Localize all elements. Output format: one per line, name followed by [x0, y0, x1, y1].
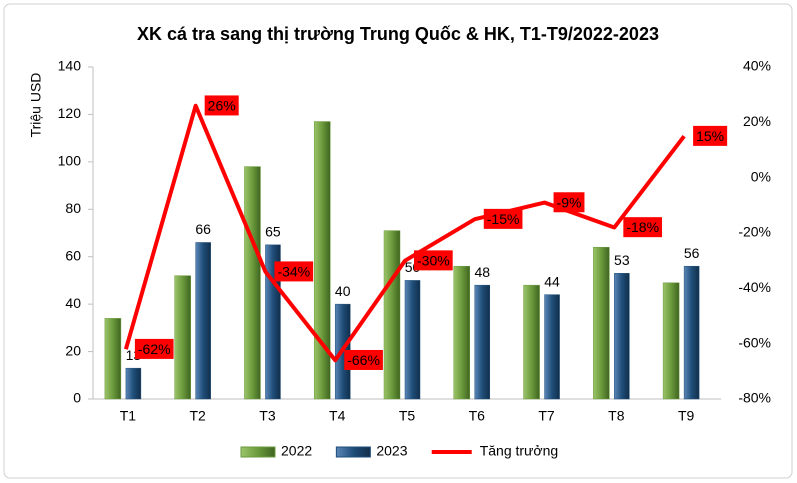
legend-swatch	[240, 446, 276, 458]
y2-tick-label: -40%	[738, 279, 771, 295]
bar	[474, 284, 491, 400]
bar-value-label: 66	[195, 221, 211, 237]
line-value-box	[483, 208, 523, 229]
bar	[174, 275, 191, 400]
line-value-label: -62%	[138, 341, 171, 357]
line-value-box	[553, 192, 585, 213]
y2-tick-label: -20%	[738, 224, 771, 240]
bar	[662, 282, 680, 400]
line-value-box	[204, 95, 239, 116]
line-value-box	[623, 217, 663, 238]
bar	[453, 265, 471, 400]
bar	[683, 265, 700, 400]
legend-label: 2023	[376, 443, 407, 459]
x-tick-label: T3	[259, 408, 276, 424]
bar	[614, 273, 630, 400]
y-tick-label: 60	[65, 247, 81, 263]
bar	[104, 318, 122, 400]
x-tick-label: T9	[678, 408, 695, 424]
bar-value-label: 40	[335, 283, 351, 299]
x-tick-label: T2	[189, 408, 206, 424]
bar-value-label: 56	[684, 245, 700, 261]
x-tick-label: T6	[469, 408, 486, 424]
y2-tick-label: -80%	[738, 390, 771, 406]
bar-value-label: 44	[544, 273, 560, 289]
x-tick-label: T1	[120, 408, 137, 424]
bar	[523, 284, 540, 400]
line-value-box	[414, 250, 453, 271]
y-tick-label: 20	[65, 342, 81, 358]
line-value-label: -9%	[557, 194, 582, 210]
line-value-label: 15%	[696, 128, 724, 144]
bar	[195, 242, 211, 400]
bar	[313, 121, 331, 400]
line-value-box	[134, 338, 174, 359]
line-value-label: -66%	[347, 352, 380, 368]
legend-label: Tăng trưởng	[480, 443, 558, 459]
y-tick-label: 140	[58, 58, 82, 74]
line-value-label: -18%	[626, 219, 659, 235]
bar-value-label: 65	[265, 224, 281, 240]
y-tick-label: 100	[58, 153, 82, 169]
bar	[593, 246, 610, 400]
y2-tick-label: 40%	[743, 58, 771, 74]
line-value-label: 26%	[208, 97, 236, 113]
bar	[544, 294, 560, 400]
legend-swatch	[335, 446, 371, 458]
bar	[404, 280, 421, 400]
bar-value-label: 48	[474, 264, 490, 280]
y-tick-label: 0	[73, 390, 81, 406]
line-value-label: -30%	[417, 252, 450, 268]
x-tick-label: T8	[608, 408, 625, 424]
bar	[125, 367, 142, 400]
x-tick-label: T5	[399, 408, 416, 424]
y-tick-label: 120	[58, 105, 82, 121]
growth-line	[123, 103, 686, 363]
line-value-label: -15%	[487, 211, 520, 227]
y-axis-label: Triệu USD	[28, 73, 44, 138]
line-value-box	[274, 261, 314, 282]
y-tick-label: 80	[65, 200, 81, 216]
y2-tick-label: 0%	[751, 168, 771, 184]
bar-value-label: 53	[614, 252, 630, 268]
bar	[383, 230, 401, 400]
y-tick-label: 40	[65, 295, 81, 311]
y2-tick-label: -60%	[738, 334, 771, 350]
line-value-box	[344, 349, 383, 370]
bar	[244, 166, 261, 400]
x-tick-label: T4	[329, 408, 346, 424]
line-value-label: -34%	[277, 263, 310, 279]
y2-tick-label: 20%	[743, 113, 771, 129]
x-tick-label: T7	[538, 408, 555, 424]
chart-title: XK cá tra sang thị trường Trung Quốc & H…	[137, 24, 659, 44]
legend-label: 2022	[281, 443, 312, 459]
line-value-box	[693, 125, 728, 146]
